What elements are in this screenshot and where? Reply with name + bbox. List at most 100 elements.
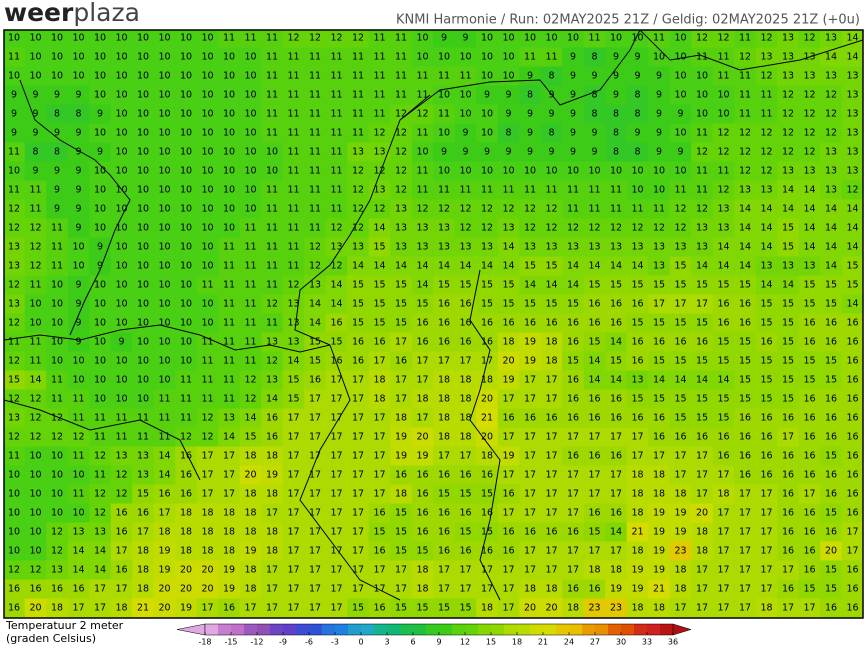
temp-cell <box>691 123 714 143</box>
temp-value: 16 <box>782 470 794 481</box>
temp-value: 17 <box>782 603 794 614</box>
temp-value: 13 <box>717 223 729 234</box>
temp-cell <box>648 47 671 67</box>
temp-value: 10 <box>674 52 686 63</box>
temp-cell <box>562 47 585 67</box>
temp-value: 17 <box>588 432 600 443</box>
temp-value: 13 <box>610 242 622 253</box>
temp-value: 15 <box>803 299 815 310</box>
temp-cell <box>712 161 735 181</box>
temp-value: 9 <box>118 337 124 348</box>
temp-value: 13 <box>352 242 364 253</box>
temp-value: 20 <box>524 603 536 614</box>
temp-value: 20 <box>158 603 170 614</box>
temp-value: 16 <box>180 489 192 500</box>
temp-value: 11 <box>653 204 665 215</box>
temp-value: 9 <box>32 109 38 120</box>
temp-value: 14 <box>653 375 665 386</box>
colorbar-segment <box>387 624 401 635</box>
temp-cell <box>669 47 692 67</box>
temp-value: 10 <box>51 318 63 329</box>
temp-value: 16 <box>8 584 20 595</box>
temp-value: 11 <box>674 185 686 196</box>
temp-cell <box>46 199 69 219</box>
temp-value: 13 <box>8 242 20 253</box>
temp-value: 10 <box>201 33 213 44</box>
temp-value: 17 <box>352 489 364 500</box>
temp-value: 11 <box>244 280 256 291</box>
temp-value: 13 <box>266 337 278 348</box>
temp-value: 16 <box>416 489 428 500</box>
temp-cell <box>411 142 434 162</box>
temp-cell <box>605 123 628 143</box>
temp-value: 17 <box>395 337 407 348</box>
temp-value: 13 <box>373 147 385 158</box>
temp-value: 15 <box>631 394 643 405</box>
temp-value: 16 <box>825 337 837 348</box>
temp-value: 11 <box>223 261 235 272</box>
temp-cell <box>196 66 219 86</box>
temp-value: 17 <box>803 489 815 500</box>
temp-value: 17 <box>631 432 643 443</box>
temp-value: 11 <box>330 147 342 158</box>
temp-value: 10 <box>51 33 63 44</box>
temp-value: 11 <box>696 52 708 63</box>
temp-value: 15 <box>481 527 493 538</box>
temp-value: 11 <box>330 166 342 177</box>
temp-value: 10 <box>459 109 471 120</box>
temp-value: 17 <box>739 584 751 595</box>
temp-value: 17 <box>459 451 471 462</box>
temp-value: 10 <box>158 280 170 291</box>
temp-cell <box>712 180 735 200</box>
temp-value: 19 <box>631 584 643 595</box>
temp-value: 10 <box>137 52 149 63</box>
temp-value: 13 <box>825 147 837 158</box>
temp-cell <box>261 47 284 67</box>
temp-value: 11 <box>223 299 235 310</box>
temp-value: 9 <box>613 90 619 101</box>
temp-cell <box>712 30 735 48</box>
temp-value: 17 <box>352 565 364 576</box>
temp-value: 10 <box>416 33 428 44</box>
temp-cell <box>24 199 47 219</box>
temp-cell <box>24 85 47 105</box>
temp-value: 10 <box>137 356 149 367</box>
temp-value: 17 <box>739 508 751 519</box>
temp-value: 14 <box>696 261 708 272</box>
temp-value: 10 <box>201 223 213 234</box>
temp-cell <box>132 66 155 86</box>
temp-value: 12 <box>395 185 407 196</box>
temp-value: 16 <box>266 432 278 443</box>
temp-value: 17 <box>502 432 514 443</box>
temp-cell <box>110 104 133 124</box>
temp-value: 17 <box>309 565 321 576</box>
temp-value: 17 <box>567 432 579 443</box>
temp-cell <box>734 199 757 219</box>
temp-value: 15 <box>782 375 794 386</box>
temp-value: 10 <box>180 33 192 44</box>
temp-value: 20 <box>244 470 256 481</box>
temp-value: 9 <box>11 128 17 139</box>
temp-cell <box>798 123 821 143</box>
temp-value: 11 <box>567 185 579 196</box>
temp-cell <box>110 161 133 181</box>
temp-value: 21 <box>137 603 149 614</box>
temp-cell <box>67 47 90 67</box>
temp-value: 9 <box>548 147 554 158</box>
temp-value: 11 <box>8 185 20 196</box>
temp-value: 10 <box>223 147 235 158</box>
temp-cell <box>411 123 434 143</box>
temp-value: 14 <box>846 204 858 215</box>
temp-value: 11 <box>438 71 450 82</box>
temp-value: 16 <box>825 413 837 424</box>
temp-cell <box>798 180 821 200</box>
temp-value: 9 <box>54 90 60 101</box>
temp-cell <box>132 85 155 105</box>
temp-value: 11 <box>309 185 321 196</box>
temp-value: 16 <box>803 565 815 576</box>
temp-value: 13 <box>8 261 20 272</box>
temp-value: 14 <box>524 280 536 291</box>
colorbar-label: 6 <box>410 638 415 647</box>
temp-cell <box>218 142 241 162</box>
temp-value: 10 <box>29 52 41 63</box>
